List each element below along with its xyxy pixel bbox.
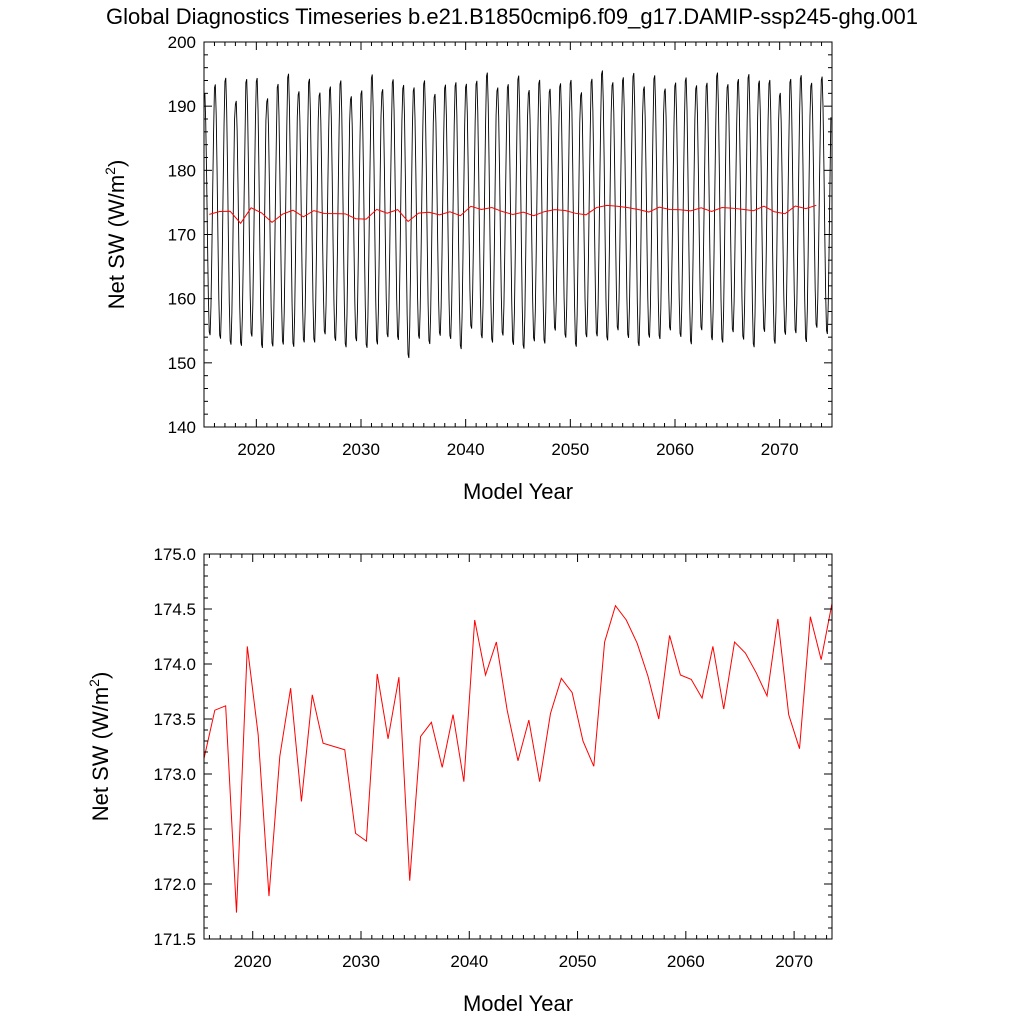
top-ytick-label: 180 [168, 161, 196, 180]
bottom-ytick-label: 172.5 [153, 820, 196, 839]
bottom-xtick-label: 2070 [775, 952, 813, 971]
top-panel: 2020 2030 2040 2050 2060 2070 140 150 160 170 180 1… [102, 33, 833, 504]
bottom-xtick-label: 2060 [667, 952, 705, 971]
top-ytick-label: 170 [168, 226, 196, 245]
bottom-x-axis-label: Model Year [463, 991, 573, 1016]
bottom-ytick-label: 175.0 [153, 545, 196, 564]
top-ytick-label: 140 [168, 418, 196, 437]
top-xtick-label: 2060 [656, 440, 694, 459]
bottom-series-annual [204, 603, 832, 913]
bottom-xtick-label: 2020 [234, 952, 272, 971]
bottom-ytick-label: 172.0 [153, 875, 196, 894]
bottom-ytick-label: 174.5 [153, 600, 196, 619]
top-series-annual [209, 204, 817, 225]
bottom-panel: 2020 2030 2040 2050 2060 2070 171.5 172.0 172.5 1… [86, 545, 833, 1016]
top-xtick-label: 2030 [342, 440, 380, 459]
top-ytick-label: 150 [168, 354, 196, 373]
chart-title: Global Diagnostics Timeseries b.e21.B185… [105, 4, 918, 29]
top-y-axis-label: Net SW (W/m2) [102, 160, 129, 310]
bottom-ytick-label: 173.5 [153, 710, 196, 729]
bottom-ytick-label: 173.0 [153, 765, 196, 784]
bottom-y-axis-label: Net SW (W/m2) [86, 672, 113, 822]
bottom-ytick-label: 171.5 [153, 930, 196, 949]
bottom-xtick-label: 2040 [450, 952, 488, 971]
top-ytick-label: 200 [168, 33, 196, 52]
bottom-plot-frame [203, 553, 833, 940]
top-x-axis-label: Model Year [463, 479, 573, 504]
top-xtick-label: 2050 [551, 440, 589, 459]
bottom-ytick-label: 174.0 [153, 655, 196, 674]
bottom-xtick-label: 2050 [559, 952, 597, 971]
top-ytick-label: 160 [168, 290, 196, 309]
top-xtick-label: 2040 [447, 440, 485, 459]
top-xtick-label: 2020 [237, 440, 275, 459]
top-ytick-label: 190 [168, 97, 196, 116]
top-xtick-label: 2070 [761, 440, 799, 459]
bottom-xtick-label: 2030 [342, 952, 380, 971]
top-series-monthly [204, 70, 832, 359]
